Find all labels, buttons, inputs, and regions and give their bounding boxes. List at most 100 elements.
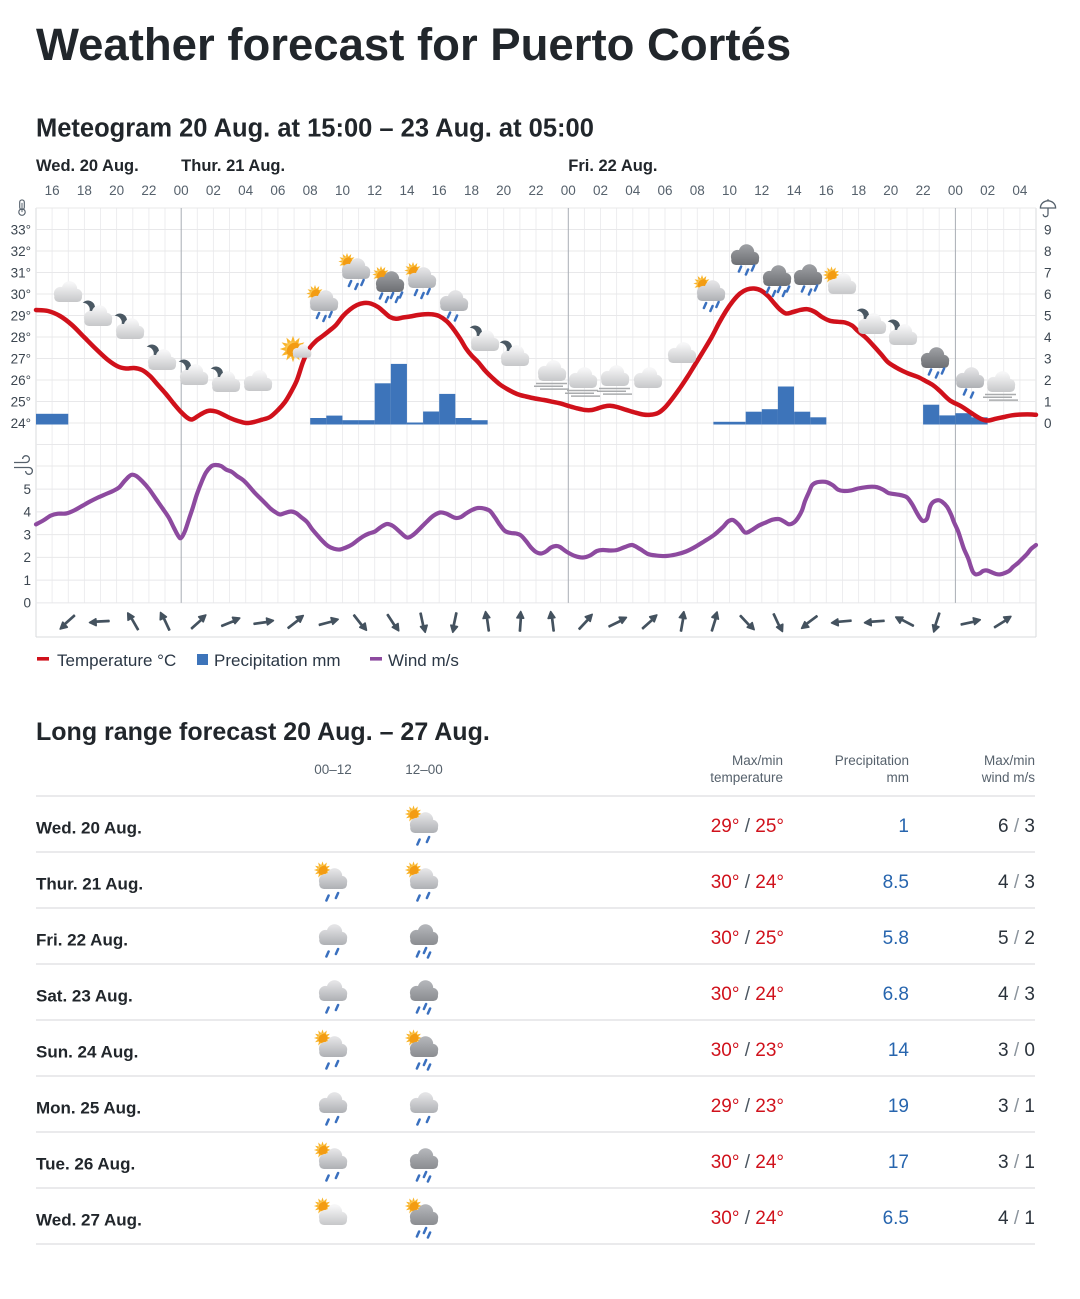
svg-text:18: 18	[77, 183, 92, 198]
svg-text:6 / 3: 6 / 3	[998, 816, 1035, 837]
svg-text:Weather forecast for Puerto Co: Weather forecast for Puerto Cortés	[36, 19, 791, 70]
svg-text:Thur. 21 Aug.: Thur. 21 Aug.	[36, 875, 143, 894]
svg-text:33°: 33°	[11, 222, 31, 237]
svg-text:3 / 1: 3 / 1	[998, 1152, 1035, 1173]
svg-text:22: 22	[141, 183, 156, 198]
svg-text:Long range forecast 20 Aug. –: Long range forecast 20 Aug. – 27 Aug.	[36, 718, 490, 746]
svg-text:25°: 25°	[11, 394, 31, 409]
svg-text:Temperature °C: Temperature °C	[57, 651, 176, 670]
svg-text:1: 1	[23, 573, 31, 588]
svg-text:12–00: 12–00	[405, 762, 443, 777]
svg-text:04: 04	[1012, 183, 1028, 198]
svg-text:mm: mm	[887, 770, 910, 785]
svg-text:02: 02	[980, 183, 995, 198]
svg-text:28°: 28°	[11, 330, 31, 345]
svg-text:29° / 23°: 29° / 23°	[711, 1096, 784, 1117]
svg-text:Wind m/s: Wind m/s	[388, 651, 459, 670]
svg-text:8.5: 8.5	[883, 872, 909, 893]
svg-text:9: 9	[1044, 222, 1052, 237]
svg-text:19: 19	[888, 1096, 909, 1117]
svg-text:0: 0	[23, 596, 31, 611]
svg-text:3: 3	[1044, 351, 1052, 366]
svg-text:00: 00	[561, 183, 576, 198]
svg-text:Sat. 23 Aug.: Sat. 23 Aug.	[36, 987, 133, 1006]
svg-text:8: 8	[1044, 244, 1052, 259]
svg-text:06: 06	[657, 183, 672, 198]
svg-text:3 / 1: 3 / 1	[998, 1096, 1035, 1117]
svg-text:00: 00	[174, 183, 189, 198]
svg-text:Fri. 22 Aug.: Fri. 22 Aug.	[568, 157, 657, 175]
svg-text:30° / 24°: 30° / 24°	[711, 872, 784, 893]
svg-text:14: 14	[787, 183, 803, 198]
svg-text:20: 20	[109, 183, 124, 198]
svg-text:32°: 32°	[11, 244, 31, 259]
svg-text:Max/min: Max/min	[732, 753, 783, 768]
svg-text:5: 5	[23, 482, 31, 497]
svg-text:6.5: 6.5	[883, 1208, 909, 1229]
svg-text:6: 6	[1044, 287, 1052, 302]
svg-text:5 / 2: 5 / 2	[998, 928, 1035, 949]
svg-text:Precipitation: Precipitation	[835, 753, 909, 768]
svg-text:16: 16	[432, 183, 447, 198]
svg-text:5: 5	[1044, 308, 1052, 323]
svg-text:Precipitation mm: Precipitation mm	[214, 651, 341, 670]
svg-text:4 / 3: 4 / 3	[998, 872, 1035, 893]
svg-text:16: 16	[45, 183, 60, 198]
svg-text:Wed. 20 Aug.: Wed. 20 Aug.	[36, 157, 139, 175]
svg-text:2: 2	[1044, 373, 1052, 388]
svg-text:0: 0	[1044, 416, 1052, 431]
svg-text:17: 17	[888, 1152, 909, 1173]
svg-text:10: 10	[335, 183, 350, 198]
svg-text:20: 20	[496, 183, 511, 198]
svg-text:12: 12	[367, 183, 382, 198]
svg-text:02: 02	[206, 183, 221, 198]
svg-text:02: 02	[593, 183, 608, 198]
svg-text:5.8: 5.8	[883, 928, 909, 949]
svg-text:temperature: temperature	[710, 770, 783, 785]
svg-text:06: 06	[270, 183, 285, 198]
svg-text:22: 22	[916, 183, 931, 198]
svg-text:30° / 24°: 30° / 24°	[711, 984, 784, 1005]
svg-text:4: 4	[1044, 330, 1052, 345]
svg-text:Tue. 26 Aug.: Tue. 26 Aug.	[36, 1155, 135, 1174]
svg-text:12: 12	[754, 183, 769, 198]
svg-text:26°: 26°	[11, 373, 31, 388]
svg-text:16: 16	[819, 183, 834, 198]
svg-text:Thur. 21 Aug.: Thur. 21 Aug.	[181, 157, 285, 175]
svg-text:04: 04	[625, 183, 641, 198]
svg-text:Wed. 20 Aug.: Wed. 20 Aug.	[36, 819, 142, 838]
svg-text:4 / 1: 4 / 1	[998, 1208, 1035, 1229]
svg-text:27°: 27°	[11, 351, 31, 366]
svg-text:Meteogram 20 Aug. at 15:00 – 2: Meteogram 20 Aug. at 15:00 – 23 Aug. at …	[36, 115, 594, 143]
svg-text:29°: 29°	[11, 308, 31, 323]
svg-text:3: 3	[23, 527, 31, 542]
svg-text:Max/min: Max/min	[984, 753, 1035, 768]
svg-text:00: 00	[948, 183, 963, 198]
svg-text:Mon. 25 Aug.: Mon. 25 Aug.	[36, 1099, 141, 1118]
svg-text:3 / 0: 3 / 0	[998, 1040, 1035, 1061]
svg-text:20: 20	[883, 183, 898, 198]
svg-text:08: 08	[690, 183, 705, 198]
svg-text:30° / 23°: 30° / 23°	[711, 1040, 784, 1061]
svg-text:22: 22	[528, 183, 543, 198]
svg-text:1: 1	[1044, 394, 1052, 409]
svg-text:18: 18	[464, 183, 479, 198]
svg-text:1: 1	[898, 816, 909, 837]
svg-text:4 / 3: 4 / 3	[998, 984, 1035, 1005]
svg-text:7: 7	[1044, 265, 1052, 280]
svg-text:30° / 24°: 30° / 24°	[711, 1152, 784, 1173]
svg-text:4: 4	[23, 505, 31, 520]
svg-text:08: 08	[303, 183, 318, 198]
svg-text:04: 04	[238, 183, 254, 198]
svg-text:30° / 24°: 30° / 24°	[711, 1208, 784, 1229]
svg-text:14: 14	[888, 1040, 910, 1061]
svg-text:31°: 31°	[11, 265, 31, 280]
svg-text:Sun. 24 Aug.: Sun. 24 Aug.	[36, 1043, 138, 1062]
svg-text:00–12: 00–12	[314, 762, 352, 777]
svg-text:30°: 30°	[11, 287, 31, 302]
svg-text:6.8: 6.8	[883, 984, 909, 1005]
svg-text:14: 14	[399, 183, 415, 198]
svg-text:30° / 25°: 30° / 25°	[711, 928, 784, 949]
svg-text:24°: 24°	[11, 416, 31, 431]
svg-text:10: 10	[722, 183, 737, 198]
